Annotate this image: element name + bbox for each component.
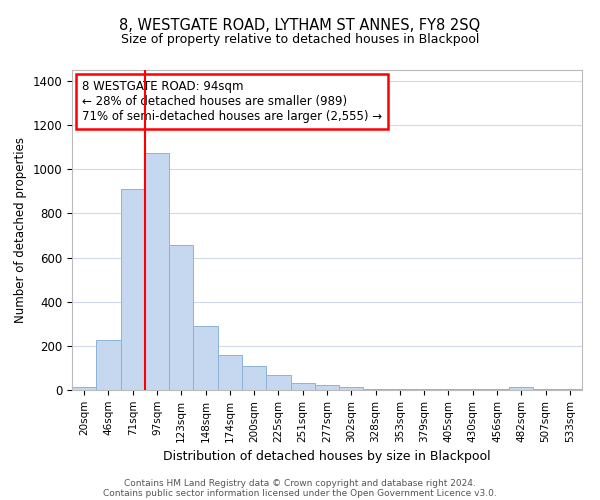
- Bar: [218, 355, 242, 390]
- Bar: [266, 375, 290, 390]
- Y-axis label: Number of detached properties: Number of detached properties: [14, 137, 27, 323]
- Bar: [169, 246, 193, 390]
- Text: Contains HM Land Registry data © Crown copyright and database right 2024.: Contains HM Land Registry data © Crown c…: [124, 478, 476, 488]
- Bar: [558, 389, 582, 390]
- Text: 8, WESTGATE ROAD, LYTHAM ST ANNES, FY8 2SQ: 8, WESTGATE ROAD, LYTHAM ST ANNES, FY8 2…: [119, 18, 481, 32]
- Text: Size of property relative to detached houses in Blackpool: Size of property relative to detached ho…: [121, 32, 479, 46]
- Bar: [436, 389, 461, 390]
- Bar: [412, 389, 436, 390]
- Bar: [121, 189, 145, 390]
- Bar: [509, 386, 533, 390]
- Bar: [364, 389, 388, 390]
- Bar: [339, 386, 364, 390]
- Bar: [96, 340, 121, 390]
- Text: Contains public sector information licensed under the Open Government Licence v3: Contains public sector information licen…: [103, 488, 497, 498]
- Text: 8 WESTGATE ROAD: 94sqm
← 28% of detached houses are smaller (989)
71% of semi-de: 8 WESTGATE ROAD: 94sqm ← 28% of detached…: [82, 80, 382, 122]
- Bar: [485, 389, 509, 390]
- Bar: [290, 384, 315, 390]
- Bar: [388, 389, 412, 390]
- Bar: [242, 366, 266, 390]
- Bar: [533, 389, 558, 390]
- Bar: [193, 326, 218, 390]
- Bar: [145, 153, 169, 390]
- Bar: [461, 389, 485, 390]
- Bar: [315, 385, 339, 390]
- X-axis label: Distribution of detached houses by size in Blackpool: Distribution of detached houses by size …: [163, 450, 491, 463]
- Bar: [72, 386, 96, 390]
